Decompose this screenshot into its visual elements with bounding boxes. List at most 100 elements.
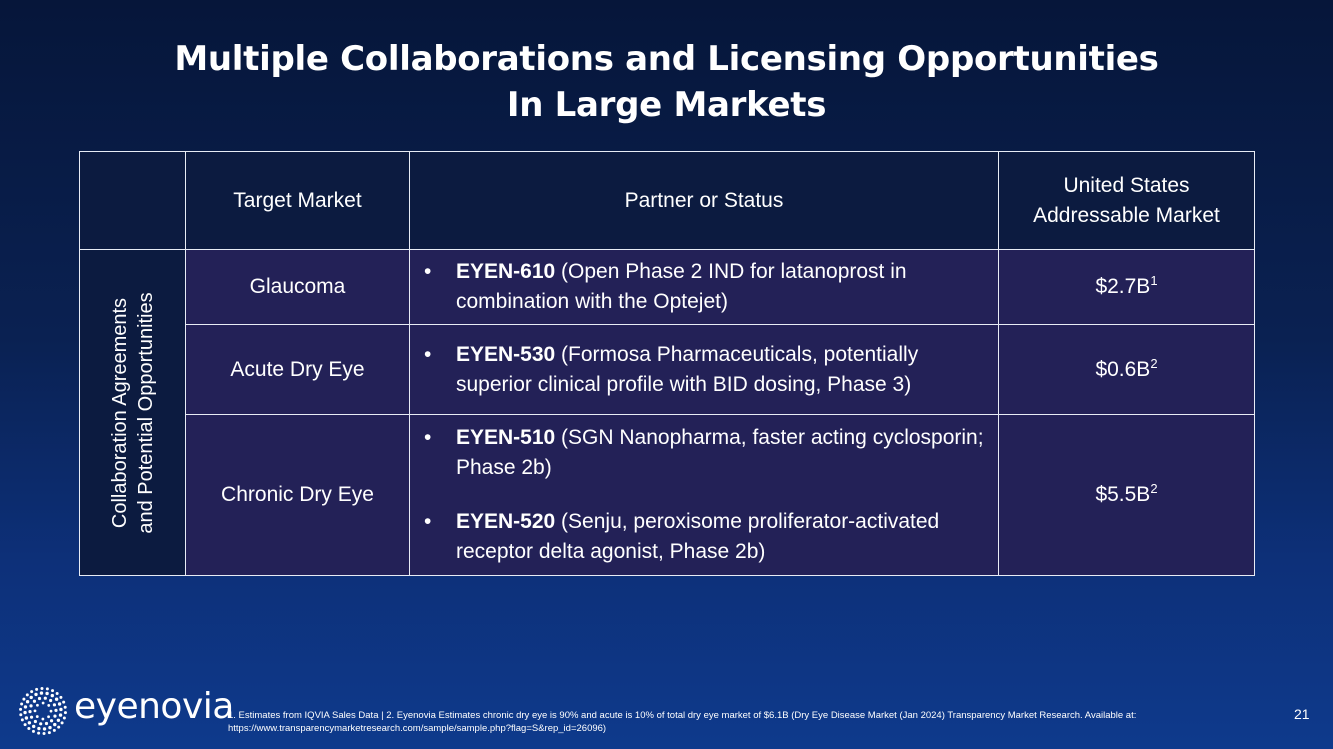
logo-dot xyxy=(29,715,34,719)
logo-dot xyxy=(57,725,61,729)
logo-dot xyxy=(33,719,37,724)
bullet-text: EYEN-610 (Open Phase 2 IND for latanopro… xyxy=(456,257,986,317)
logo-dot xyxy=(32,699,37,703)
logo-dot xyxy=(20,702,24,706)
logo-dot xyxy=(53,714,57,718)
logo-dot xyxy=(19,707,23,711)
bullet-text: EYEN-530 (Formosa Pharmaceuticals, poten… xyxy=(456,340,986,400)
footnote-ref: 2 xyxy=(1150,481,1158,496)
partner-cell: • EYEN-610 (Open Phase 2 IND for latanop… xyxy=(409,249,999,325)
logo-dot xyxy=(63,711,67,715)
logo-dot xyxy=(52,703,57,707)
logo-dot xyxy=(24,716,29,720)
logo-dot xyxy=(37,696,42,701)
table-row: Acute Dry Eye • EYEN-530 (Formosa Pharma… xyxy=(80,324,1255,415)
logo-dot xyxy=(49,709,53,713)
logo-dot xyxy=(25,699,30,704)
logo-dot xyxy=(29,695,33,700)
logo-dot xyxy=(45,687,49,691)
market-cell: Acute Dry Eye xyxy=(185,324,410,415)
logo-dot xyxy=(40,687,44,691)
side-label-line-2: and Potential Opportunities xyxy=(134,291,157,534)
partner-bullet: • EYEN-610 (Open Phase 2 IND for latanop… xyxy=(422,257,986,317)
logo-dot xyxy=(35,687,39,691)
header-us-market-line-2: Addressable Market xyxy=(1033,203,1220,227)
logo-dot xyxy=(31,729,35,733)
logo-dot xyxy=(47,731,51,735)
header-empty-cell xyxy=(79,151,186,250)
bullet-dot: • xyxy=(424,342,432,366)
logo-dot xyxy=(42,731,46,735)
logo-dot xyxy=(53,722,57,727)
logo-dot xyxy=(39,722,43,726)
logo-dot xyxy=(56,718,61,723)
company-logo-text: eyenovia xyxy=(74,686,234,727)
table-header-row: Target Market Partner or Status United S… xyxy=(79,151,1255,250)
logo-dot xyxy=(44,721,49,726)
logo-dot xyxy=(47,704,51,707)
logo-dot xyxy=(22,697,26,701)
logo-dot xyxy=(30,690,34,694)
side-label-cell: Collaboration Agreements and Potential O… xyxy=(79,249,186,576)
footnote: 1. Estimates from IQVIA Sales Data | 2. … xyxy=(228,710,1137,734)
market-value-cell: $2.7B1 xyxy=(998,249,1255,325)
partner-bullet: • EYEN-520 (Senju, peroxisome proliferat… xyxy=(422,507,986,567)
product-description: (Senju, peroxisome proliferator-activate… xyxy=(456,510,940,563)
logo-dot xyxy=(48,725,52,730)
logo-dot xyxy=(42,727,47,731)
partner-bullet: • EYEN-530 (Formosa Pharmaceuticals, pot… xyxy=(422,340,986,400)
partner-bullet: • EYEN-510 (SGN Nanopharma, faster actin… xyxy=(422,423,986,483)
logo-dot xyxy=(27,721,32,725)
logo-dot xyxy=(59,707,63,712)
logo-dot xyxy=(19,713,23,717)
bullet-text: EYEN-520 (Senju, peroxisome proliferator… xyxy=(456,507,986,567)
logo-dot xyxy=(63,705,67,709)
logo-dot xyxy=(31,724,36,729)
logo-dot xyxy=(25,693,29,697)
page-number: 21 xyxy=(1294,706,1310,722)
table-row: Collaboration Agreements and Potential O… xyxy=(79,249,1255,576)
slide-title-line-2: In Large Markets xyxy=(506,85,827,125)
logo-dot xyxy=(43,696,47,700)
header-target-market: Target Market xyxy=(185,151,410,250)
logo-dot xyxy=(37,731,41,735)
bullet-dot: • xyxy=(424,510,432,533)
logo-dot xyxy=(51,689,55,693)
logo-dot xyxy=(62,716,66,720)
slide-title-line-1: Multiple Collaborations and Licensing Op… xyxy=(174,39,1159,79)
table-row: Chronic Dry Eye • EYEN-510 (SGN Nanophar… xyxy=(80,414,1255,576)
logo-dot xyxy=(23,705,28,709)
slide-title: Multiple Collaborations and Licensing Op… xyxy=(0,36,1333,128)
logo-dot xyxy=(29,704,33,708)
logo-dot xyxy=(62,700,66,704)
bullet-dot: • xyxy=(424,426,432,449)
product-description: (SGN Nanopharma, faster acting cyclospor… xyxy=(456,426,984,479)
logo-dot xyxy=(36,703,39,707)
logo-dot xyxy=(39,691,44,695)
logo-dot xyxy=(23,710,27,715)
footnote-ref: 1 xyxy=(1150,273,1158,288)
dotted-sunburst-logo-icon xyxy=(19,687,67,735)
logo-dot xyxy=(49,698,53,703)
product-code: EYEN-610 xyxy=(456,260,556,283)
header-us-market-line-1: United States xyxy=(1063,173,1190,197)
logo-dot xyxy=(27,727,31,731)
markets-table: Target Market Partner or Status United S… xyxy=(79,151,1255,576)
logo-dot xyxy=(41,717,45,721)
footnote-ref: 2 xyxy=(1150,355,1158,371)
side-label: Collaboration Agreements and Potential O… xyxy=(107,292,159,533)
logo-dot xyxy=(35,715,39,718)
logo-dot xyxy=(50,693,55,698)
header-us-market: United States Addressable Market xyxy=(998,151,1255,250)
market-value: $0.6B xyxy=(1095,357,1151,381)
logo-dot xyxy=(55,691,59,695)
market-value: $5.5B xyxy=(1095,483,1151,506)
logo-dot xyxy=(57,702,62,706)
logo-dot xyxy=(33,709,37,713)
logo-dot xyxy=(60,721,64,725)
product-description: (Formosa Pharmaceuticals, potentially su… xyxy=(456,342,919,396)
bullet-text: EYEN-510 (SGN Nanopharma, faster acting … xyxy=(456,423,986,483)
market-value-cell: $0.6B2 xyxy=(998,324,1255,415)
logo-dot xyxy=(28,710,32,714)
logo-dot xyxy=(47,715,50,719)
